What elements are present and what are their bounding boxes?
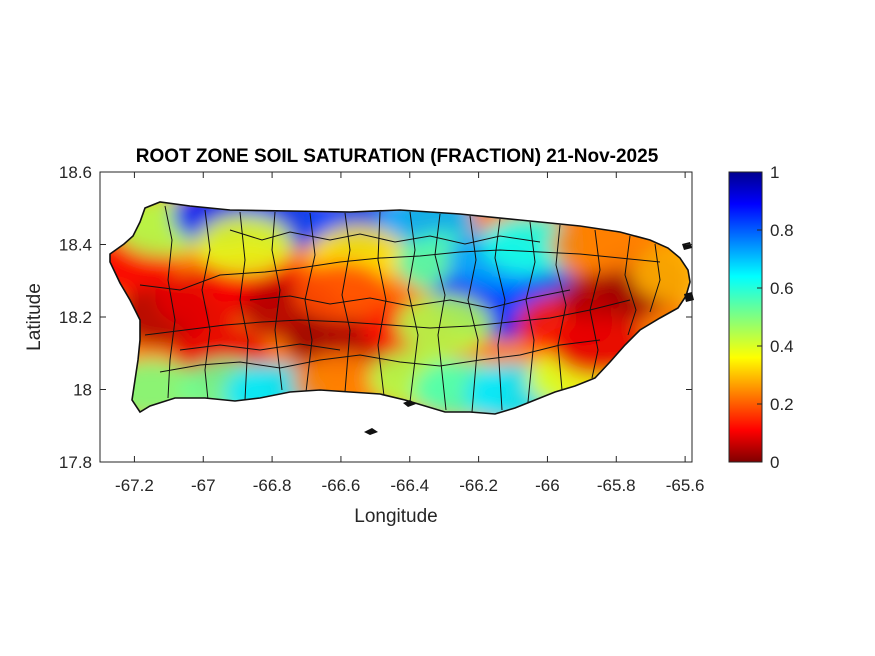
saturation-cell: [396, 294, 493, 355]
x-tick-label: -66.6: [322, 476, 361, 495]
islet: [684, 292, 694, 302]
colorbar-tick-label: 0.4: [770, 337, 794, 356]
x-tick-label: -66.4: [390, 476, 429, 495]
x-tick-label: -65.8: [597, 476, 636, 495]
y-tick-label: 18.6: [59, 163, 92, 182]
x-tick-label: -66: [535, 476, 560, 495]
x-axis-ticks: -67.2 -67 -66.8 -66.6 -66.4 -66.2 -66 -65.8 -65.…: [115, 172, 704, 495]
islet: [403, 400, 416, 407]
y-tick-label: 17.8: [59, 453, 92, 472]
y-tick-label: 18: [73, 381, 92, 400]
colorbar-tick-label: 0.2: [770, 395, 794, 414]
x-axis-label: Longitude: [354, 506, 437, 527]
x-tick-label: -66.2: [459, 476, 498, 495]
colorbar-tick-label: 0.6: [770, 279, 794, 298]
saturation-cell: [292, 261, 389, 322]
x-tick-label: -67: [191, 476, 216, 495]
saturation-cell: [196, 214, 293, 275]
saturation-cell: [630, 243, 690, 304]
colorbar-tick-label: 0.8: [770, 221, 794, 240]
saturation-cell: [482, 214, 579, 275]
colorbar-tick-label: 1: [770, 163, 779, 182]
colorbar-tick-label: 0: [770, 453, 779, 472]
y-tick-label: 18.2: [59, 308, 92, 327]
y-axis-ticks: 17.8 18 18.2 18.4 18.6: [59, 163, 692, 472]
x-tick-label: -67.2: [115, 476, 154, 495]
x-tick-label: -65.6: [666, 476, 705, 495]
y-tick-label: 18.4: [59, 236, 92, 255]
y-axis-label: Latitude: [24, 283, 45, 351]
colorbar: [728, 171, 763, 463]
islet: [364, 428, 378, 435]
chart-title: ROOT ZONE SOIL SATURATION (FRACTION) 21-…: [136, 146, 659, 167]
colorbar-ticks: 0 0.2 0.4 0.6 0.8 1: [757, 163, 794, 472]
x-tick-label: -66.8: [253, 476, 292, 495]
municipality-boundaries: [139, 205, 661, 413]
